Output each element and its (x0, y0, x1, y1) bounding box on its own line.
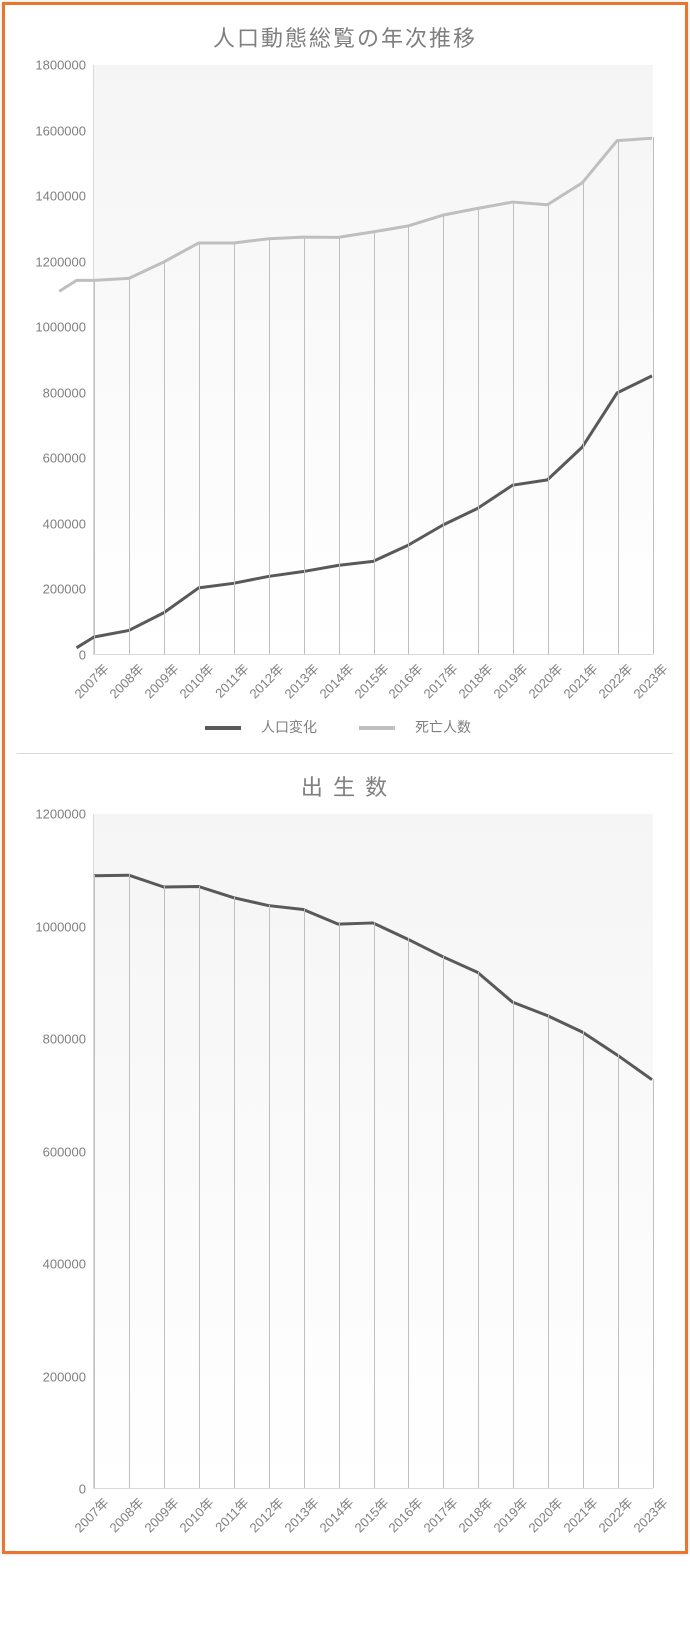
legend-label: 人口変化 (261, 717, 317, 737)
chart1-x-axis: 2007年2008年2009年2010年2011年2012年2013年2014年… (93, 655, 653, 711)
drop-line (199, 886, 200, 1488)
drop-line (478, 972, 479, 1488)
y-tick-label: 1000000 (16, 919, 86, 934)
drop-line (199, 242, 200, 654)
drop-line (653, 1079, 654, 1488)
y-tick-label: 600000 (16, 451, 86, 466)
drop-line (618, 1054, 619, 1488)
y-tick-label: 1600000 (16, 123, 86, 138)
drop-line (443, 214, 444, 654)
drop-line (408, 938, 409, 1488)
drop-line (374, 231, 375, 654)
y-tick-label: 200000 (16, 1369, 86, 1384)
y-tick-label: 800000 (16, 385, 86, 400)
drop-line (234, 897, 235, 1488)
y-tick-label: 800000 (16, 1032, 86, 1047)
chart1-title: 人口動態総覧の年次推移 (15, 21, 675, 53)
drop-line (94, 875, 95, 1488)
chart1-plot-area: 0200000400000600000800000100000012000001… (93, 65, 653, 655)
y-tick-label: 200000 (16, 582, 86, 597)
drop-line (513, 1001, 514, 1488)
series-line (59, 138, 652, 291)
drop-line (234, 242, 235, 654)
y-tick-label: 0 (16, 648, 86, 663)
drop-line (94, 280, 95, 654)
drop-line (548, 1015, 549, 1488)
drop-line (548, 204, 549, 654)
y-tick-label: 600000 (16, 1144, 86, 1159)
drop-line (129, 278, 130, 654)
legend-label: 死亡人数 (415, 717, 471, 737)
drop-line (478, 208, 479, 654)
series-line (77, 376, 652, 648)
chart-population-trend: 人口動態総覧の年次推移 0200000400000600000800000100… (5, 5, 685, 753)
legend-swatch (359, 726, 395, 730)
drop-line (269, 238, 270, 654)
drop-line (443, 956, 444, 1488)
drop-line (583, 182, 584, 654)
drop-line (339, 923, 340, 1488)
y-tick-label: 1200000 (16, 254, 86, 269)
chart2-plot-area: 020000040000060000080000010000001200000 (93, 814, 653, 1489)
drop-line (653, 137, 654, 654)
chart2-x-axis: 2007年2008年2009年2010年2011年2012年2013年2014年… (93, 1489, 653, 1545)
y-tick-label: 1200000 (16, 807, 86, 822)
y-tick-label: 0 (16, 1482, 86, 1497)
legend-item: 人口変化 (205, 717, 331, 737)
drop-line (374, 922, 375, 1488)
drop-line (408, 225, 409, 654)
drop-line (513, 201, 514, 654)
y-tick-label: 1800000 (16, 58, 86, 73)
drop-line (618, 140, 619, 654)
legend-item: 死亡人数 (359, 717, 485, 737)
chart-frame: 人口動態総覧の年次推移 0200000400000600000800000100… (2, 2, 688, 1554)
chart2-title: 出 生 数 (15, 770, 675, 802)
y-tick-label: 1000000 (16, 320, 86, 335)
legend-swatch (205, 726, 241, 730)
drop-line (304, 236, 305, 654)
drop-line (269, 905, 270, 1488)
y-tick-label: 400000 (16, 1257, 86, 1272)
drop-line (129, 874, 130, 1488)
drop-line (164, 261, 165, 654)
drop-line (339, 237, 340, 654)
y-tick-label: 400000 (16, 516, 86, 531)
drop-line (164, 886, 165, 1488)
drop-line (583, 1031, 584, 1488)
chart-births: 出 生 数 0200000400000600000800000100000012… (5, 754, 685, 1551)
y-tick-label: 1400000 (16, 189, 86, 204)
drop-line (304, 909, 305, 1488)
chart1-legend: 人口変化 死亡人数 (15, 711, 675, 747)
